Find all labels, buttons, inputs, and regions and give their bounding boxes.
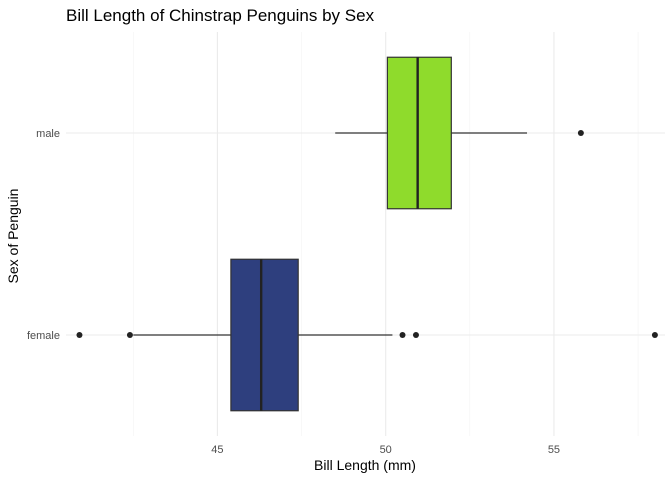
outlier-point-female [126,332,133,338]
x-axis-ticks: 45 50 55 [211,444,560,456]
boxplot-series [76,56,658,412]
outlier-point-female [651,332,658,338]
x-axis-title: Bill Length (mm) [314,457,416,473]
box-female [76,258,658,412]
iqr-box-male [386,56,452,210]
box-male [335,56,584,210]
grid-lines [66,32,665,436]
iqr-box-female [230,258,299,412]
outlier-point-female [412,332,419,338]
outlier-point-male [577,130,584,136]
y-tick-label-male: male [36,128,60,140]
chart-title: Bill Length of Chinstrap Penguins by Sex [66,6,375,25]
outlier-point-female [76,332,83,338]
x-tick-label: 55 [548,444,560,456]
y-axis-ticks: female male [27,128,60,342]
outlier-point-female [399,332,406,338]
x-tick-label: 50 [380,444,392,456]
x-tick-label: 45 [211,444,223,456]
y-tick-label-female: female [27,330,60,342]
y-axis-title: Sex of Penguin [5,189,21,284]
